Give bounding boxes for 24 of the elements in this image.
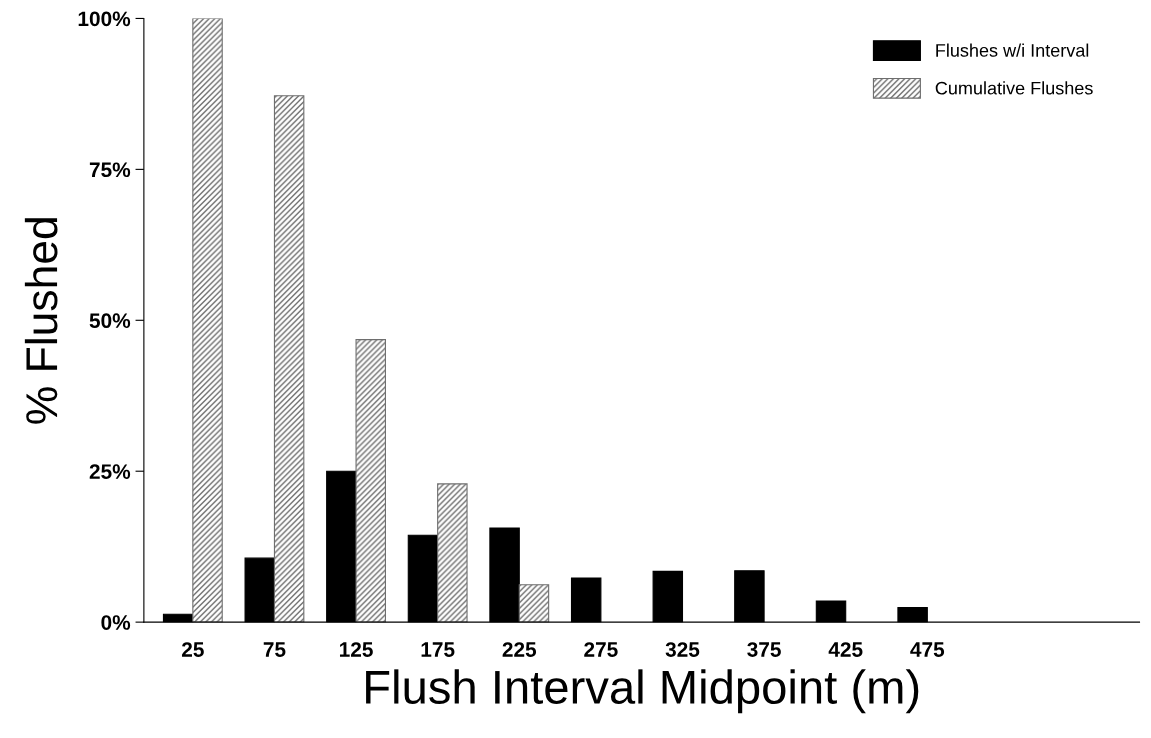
y-tick-label: 0% — [101, 615, 131, 630]
bar — [437, 483, 468, 623]
bar — [355, 339, 386, 623]
x-tick-label: 25 — [181, 642, 204, 657]
x-tick-label: 375 — [747, 642, 781, 657]
y-tick-label: 25% — [89, 464, 131, 479]
x-axis-title: Flush Interval Midpoint (m) — [366, 669, 919, 714]
y-axis-title: % Flushed — [24, 218, 58, 424]
bar — [192, 18, 223, 623]
y-tick-label: 50% — [89, 313, 131, 329]
legend-label: Cumulative Flushes — [935, 81, 1093, 95]
x-tick-label: 125 — [339, 642, 373, 657]
x-tick-label: 475 — [910, 642, 945, 657]
bar — [273, 95, 305, 623]
legend-label: Flushes w/i Interval — [936, 43, 1089, 57]
bar — [518, 584, 550, 623]
x-tick-label: 75 — [263, 642, 286, 657]
x-tick-label: 275 — [584, 642, 618, 657]
x-tick-label: 325 — [665, 642, 700, 657]
x-tick-label: 175 — [421, 642, 455, 657]
x-tick-label: 225 — [502, 642, 537, 657]
y-tick-label: 100% — [78, 11, 131, 27]
x-tick-label: 425 — [828, 642, 863, 657]
y-tick-label: 75% — [89, 162, 131, 178]
